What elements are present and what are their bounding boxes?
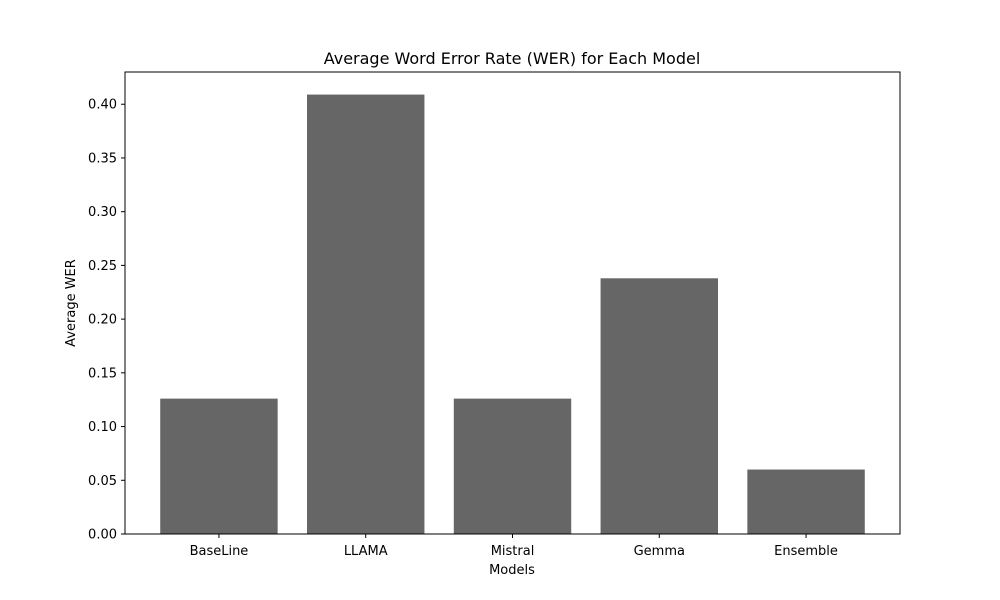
plot-area-frame bbox=[124, 71, 901, 535]
bar-baseline bbox=[160, 398, 278, 534]
y-axis-ticks: 0.00 0.05 0.10 0.15 0.20 0.25 0.30 0.35 0.40 bbox=[88, 98, 125, 543]
bar-gemma bbox=[600, 278, 718, 534]
chart-title: Average Word Error Rate (WER) for Each M… bbox=[324, 49, 701, 68]
y-tick-label: 0.05 bbox=[88, 474, 117, 489]
x-tick-label: LLAMA bbox=[344, 544, 388, 559]
x-tick-label: Gemma bbox=[634, 544, 685, 559]
bar-llama bbox=[307, 94, 425, 534]
x-tick-label: Mistral bbox=[491, 544, 535, 559]
x-tick-label: BaseLine bbox=[190, 544, 249, 559]
y-tick-label: 0.30 bbox=[88, 205, 117, 220]
y-tick-label: 0.20 bbox=[88, 313, 117, 328]
x-tick-label: Ensemble bbox=[774, 544, 838, 559]
y-tick-label: 0.15 bbox=[88, 366, 117, 381]
y-axis-label: Average WER bbox=[64, 259, 79, 347]
y-tick-label: 0.10 bbox=[88, 420, 117, 435]
y-tick-label: 0.00 bbox=[88, 528, 117, 543]
y-tick-label: 0.25 bbox=[88, 259, 117, 274]
y-tick-label: 0.35 bbox=[88, 151, 117, 166]
bar-mistral bbox=[453, 398, 572, 534]
y-tick-label: 0.40 bbox=[88, 98, 117, 113]
bar-ensemble bbox=[747, 469, 865, 534]
bars-group bbox=[160, 94, 865, 534]
x-axis-ticks: BaseLine LLAMA Mistral Gemma Ensemble bbox=[190, 534, 838, 559]
x-axis-label: Models bbox=[489, 563, 535, 578]
